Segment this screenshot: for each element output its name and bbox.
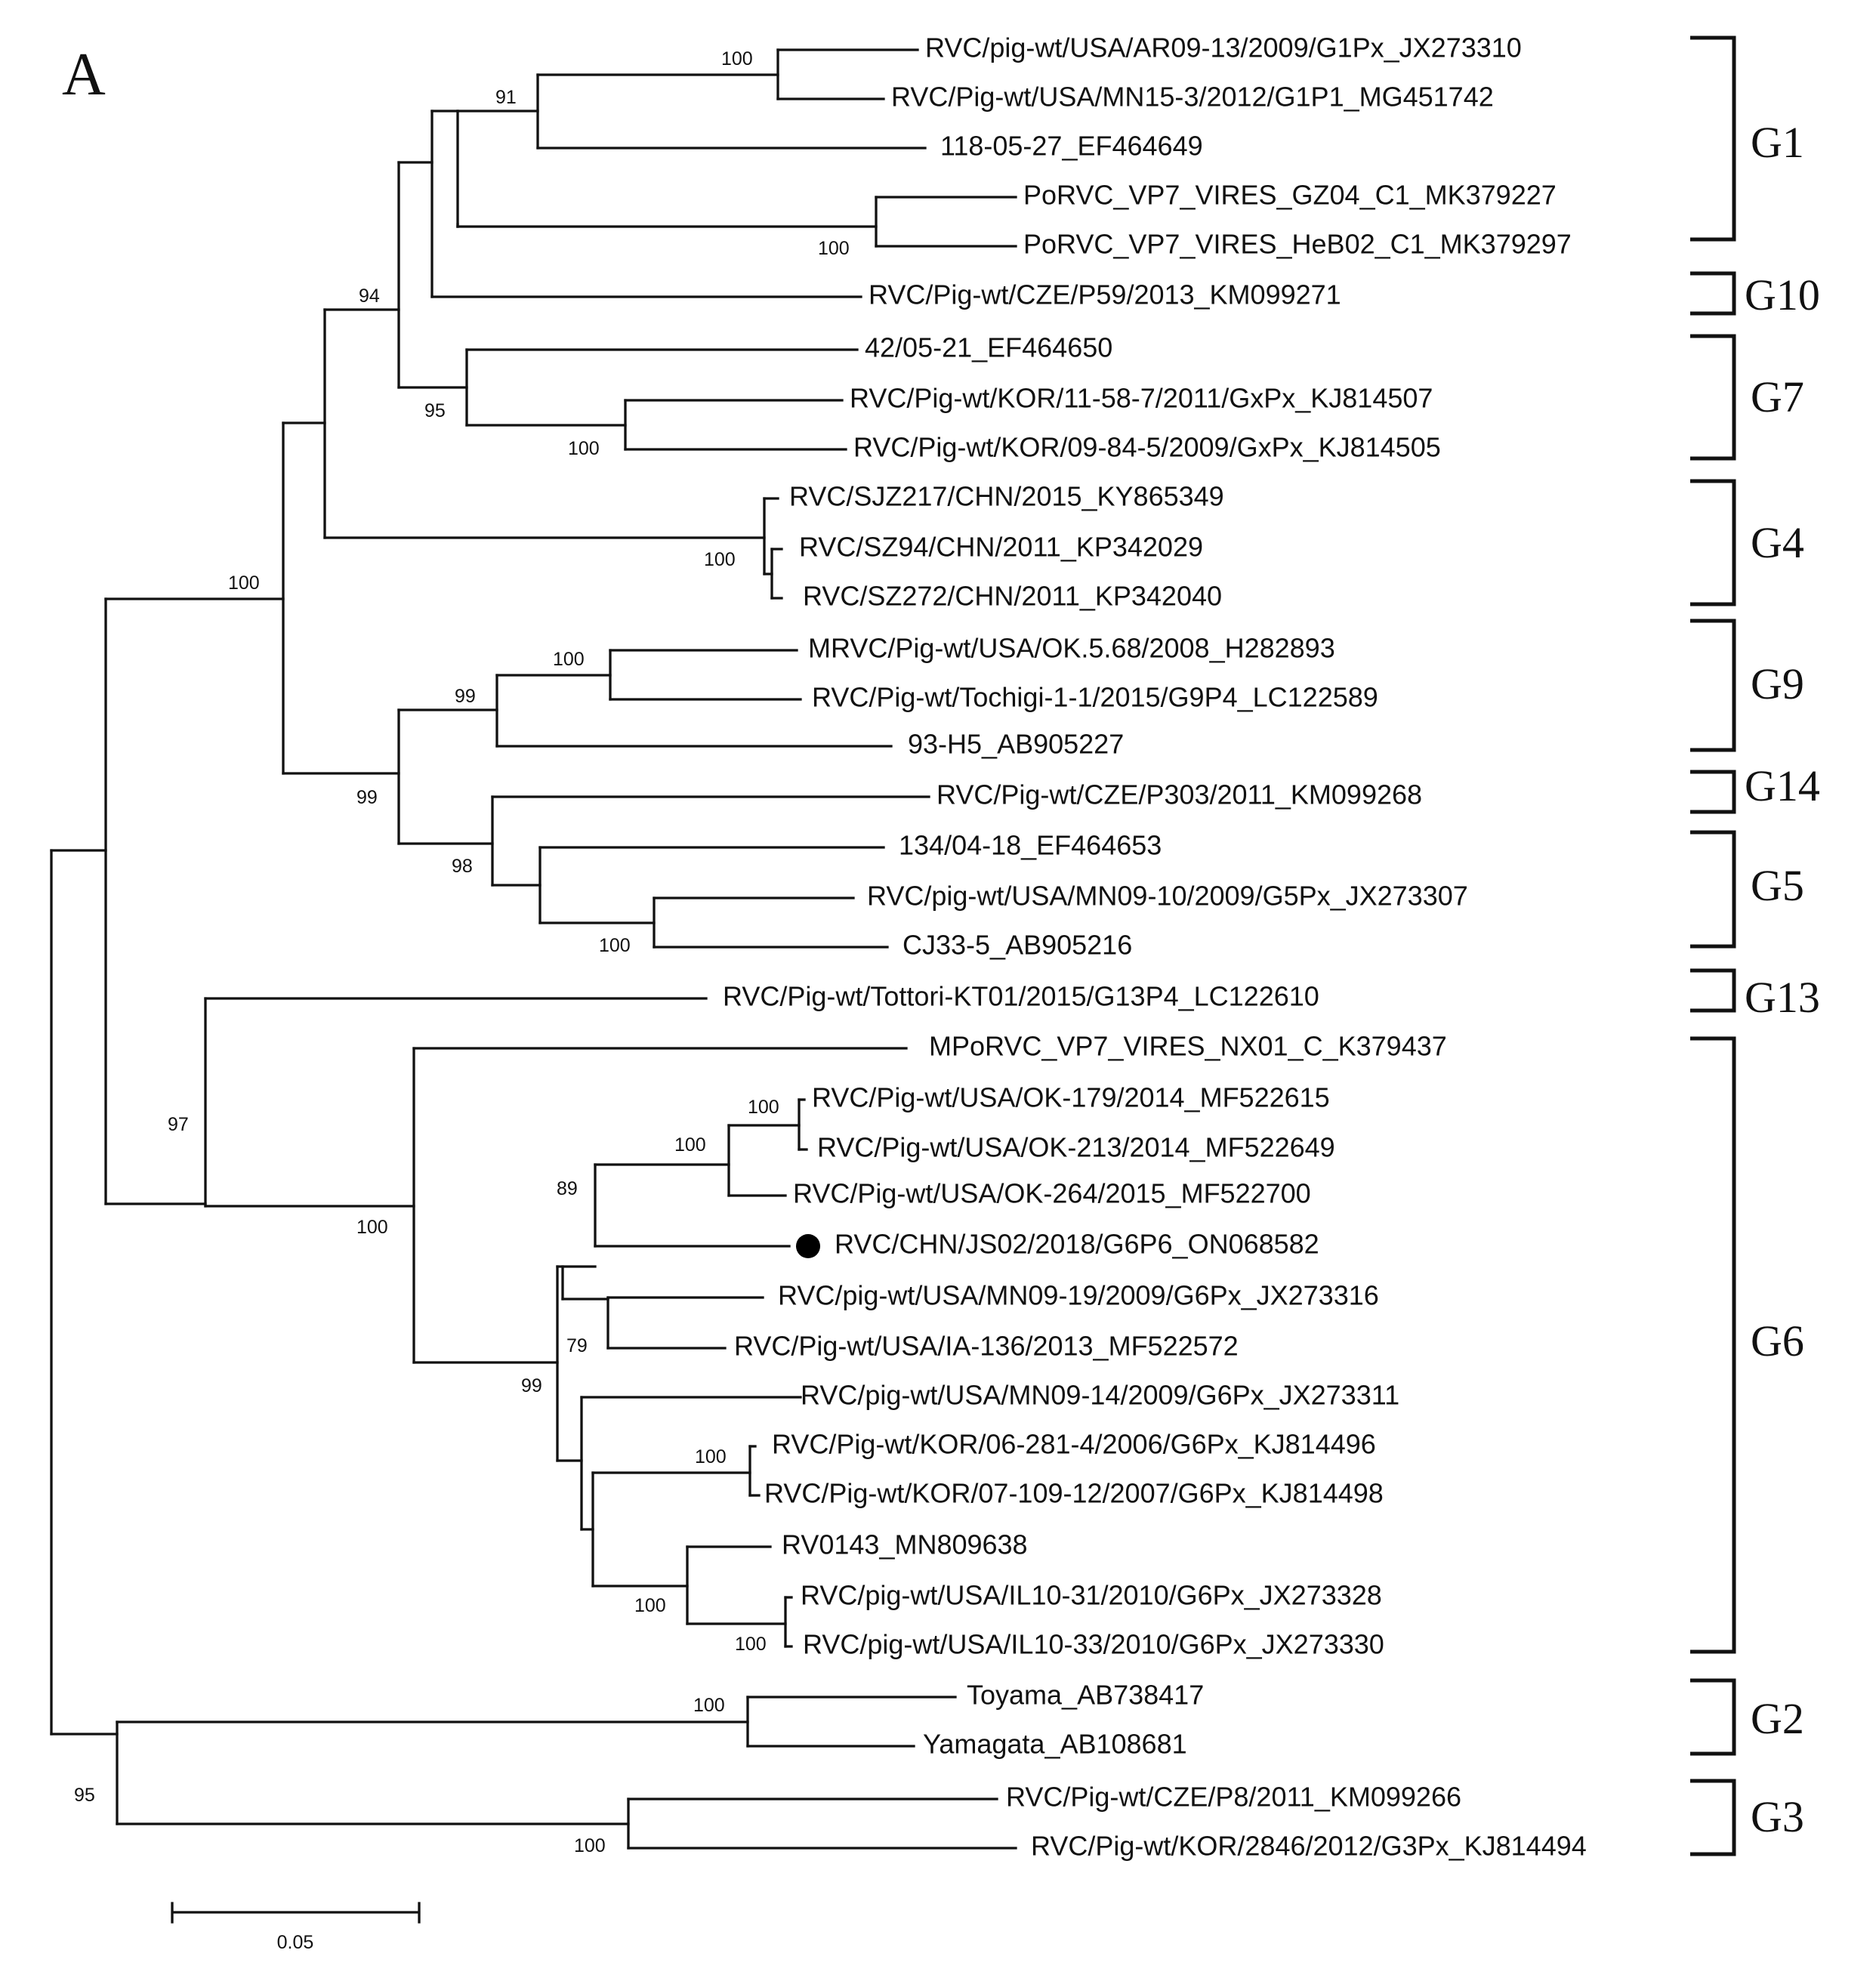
leaf-label: RVC/Pig-wt/USA/MN15-3/2012/G1P1_MG451742 <box>891 82 1494 113</box>
bootstrap-value: 98 <box>452 856 473 877</box>
bootstrap-value: 100 <box>695 1446 727 1467</box>
genotype-label-G9: G9 <box>1751 659 1804 708</box>
genotype-label-G10: G10 <box>1745 270 1820 319</box>
genotype-label-G1: G1 <box>1751 118 1804 167</box>
leaf-label: RVC/Pig-wt/USA/OK-213/2014_MF522649 <box>817 1132 1335 1163</box>
genotype-label-G14: G14 <box>1745 761 1820 810</box>
bracket-G5 <box>1690 830 1736 949</box>
leaf-label: RVC/Pig-wt/KOR/11-58-7/2011/GxPx_KJ81450… <box>850 383 1433 414</box>
leaf-label: RVC/Pig-wt/USA/IA-136/2013_MF522572 <box>734 1331 1239 1362</box>
leaf-label: RVC/pig-wt/USA/IL10-33/2010/G6Px_JX27333… <box>803 1629 1384 1660</box>
leaf-label: MRVC/Pig-wt/USA/OK.5.68/2008_H282893 <box>808 633 1335 664</box>
genotype-label-G2: G2 <box>1751 1694 1804 1743</box>
genotype-label-G7: G7 <box>1751 372 1804 421</box>
leaf-label: RVC/pig-wt/USA/AR09-13/2009/G1Px_JX27331… <box>925 32 1522 63</box>
bootstrap-value: 91 <box>495 87 517 108</box>
bootstrap-value: 99 <box>455 686 476 707</box>
genotype-labels: G1 G10 G7 G4 G9 G14 G5 G13 G6 G2 G3 <box>1745 118 1820 1841</box>
bracket-G6 <box>1690 1036 1736 1654</box>
genotype-brackets <box>1690 35 1736 1856</box>
leaf-label: Toyama_AB738417 <box>967 1680 1204 1711</box>
bootstrap-value: 100 <box>721 48 753 69</box>
bootstrap-value: 100 <box>735 1634 767 1655</box>
bootstrap-value: 100 <box>599 935 631 956</box>
leaf-label: PoRVC_VP7_VIRES_GZ04_C1_MK379227 <box>1023 180 1557 211</box>
bootstrap-value: 95 <box>74 1785 95 1806</box>
bootstrap-value: 100 <box>568 438 600 459</box>
leaf-label: RVC/Pig-wt/KOR/06-281-4/2006/G6Px_KJ8144… <box>772 1429 1376 1460</box>
bracket-G9 <box>1690 619 1736 752</box>
bootstrap-value: 94 <box>359 285 380 307</box>
scale-bar: 0.05 <box>171 1902 421 1953</box>
leaf-label: PoRVC_VP7_VIRES_HeB02_C1_MK379297 <box>1023 229 1572 260</box>
genotype-label-G5: G5 <box>1751 861 1804 910</box>
leaf-label: CJ33-5_AB905216 <box>903 930 1132 961</box>
leaf-label: 93-H5_AB905227 <box>908 729 1124 760</box>
leaf-label: RVC/Pig-wt/KOR/09-84-5/2009/GxPx_KJ81450… <box>853 432 1441 463</box>
genotype-label-G6: G6 <box>1751 1316 1804 1365</box>
leaf-label: 134/04-18_EF464653 <box>899 830 1162 861</box>
genotype-label-G13: G13 <box>1745 973 1820 1022</box>
bootstrap-values: 100 91 100 94 95 100 100 100 100 99 99 9… <box>74 48 850 1856</box>
leaf-label: RVC/pig-wt/USA/MN09-19/2009/G6Px_JX27331… <box>778 1280 1379 1311</box>
genotype-label-G3: G3 <box>1751 1792 1804 1841</box>
bootstrap-value: 100 <box>674 1134 706 1156</box>
scale-bar-label: 0.05 <box>277 1932 314 1953</box>
bootstrap-value: 100 <box>553 649 585 670</box>
bracket-G13 <box>1690 968 1736 1013</box>
panel-label: A <box>62 42 106 108</box>
leaf-label: RVC/SZ94/CHN/2011_KP342029 <box>799 532 1203 563</box>
leaf-label: RV0143_MN809638 <box>782 1529 1028 1560</box>
bracket-G14 <box>1690 770 1736 814</box>
leaf-label: Yamagata_AB108681 <box>923 1729 1187 1760</box>
tree-branches <box>50 48 1017 1850</box>
leaf-label: RVC/SJZ217/CHN/2015_KY865349 <box>789 481 1224 512</box>
bootstrap-value: 99 <box>356 787 378 808</box>
bracket-G1 <box>1690 35 1736 242</box>
bracket-G4 <box>1690 479 1736 606</box>
bootstrap-value: 100 <box>818 238 850 259</box>
bracket-G3 <box>1690 1779 1736 1856</box>
leaf-label: RVC/Pig-wt/USA/OK-264/2015_MF522700 <box>793 1178 1311 1209</box>
genotype-label-G4: G4 <box>1751 518 1804 567</box>
bracket-G2 <box>1690 1678 1736 1756</box>
leaf-label: MPoRVC_VP7_VIRES_NX01_C_K379437 <box>929 1031 1447 1062</box>
leaf-label: RVC/pig-wt/USA/MN09-10/2009/G5Px_JX27330… <box>867 881 1468 912</box>
leaf-label: RVC/Pig-wt/USA/OK-179/2014_MF522615 <box>812 1082 1330 1113</box>
bootstrap-value: 100 <box>693 1695 725 1716</box>
leaf-label: RVC/pig-wt/USA/MN09-14/2009/G6Px_JX27331… <box>801 1380 1399 1411</box>
leaf-label: RVC/Pig-wt/Tochigi-1-1/2015/G9P4_LC12258… <box>812 682 1378 713</box>
bootstrap-value: 95 <box>424 400 446 421</box>
bootstrap-value: 79 <box>566 1335 588 1356</box>
leaf-label: RVC/Pig-wt/KOR/07-109-12/2007/G6Px_KJ814… <box>764 1478 1384 1509</box>
leaf-label: RVC/Pig-wt/Tottori-KT01/2015/G13P4_LC122… <box>723 981 1319 1012</box>
bootstrap-value: 100 <box>634 1595 666 1616</box>
bracket-G10 <box>1690 271 1736 316</box>
leaf-label: RVC/SZ272/CHN/2011_KP342040 <box>803 581 1222 612</box>
leaf-label: RVC/Pig-wt/CZE/P59/2013_KM099271 <box>869 279 1341 310</box>
bootstrap-value: 99 <box>521 1375 542 1396</box>
leaf-label: RVC/Pig-wt/CZE/P8/2011_KM099266 <box>1006 1782 1461 1813</box>
leaf-label: RVC/Pig-wt/KOR/2846/2012/G3Px_KJ814494 <box>1031 1831 1587 1862</box>
bootstrap-value: 100 <box>356 1217 388 1238</box>
leaf-label: RVC/Pig-wt/CZE/P303/2011_KM099268 <box>936 779 1422 810</box>
leaf-label: 118-05-27_EF464649 <box>940 131 1203 162</box>
filled-circle-marker <box>796 1234 820 1258</box>
leaf-label: RVC/pig-wt/USA/IL10-31/2010/G6Px_JX27332… <box>801 1580 1382 1611</box>
bootstrap-value: 100 <box>748 1097 779 1118</box>
leaf-labels: RVC/pig-wt/USA/AR09-13/2009/G1Px_JX27331… <box>723 32 1587 1862</box>
bracket-G7 <box>1690 334 1736 461</box>
bootstrap-value: 97 <box>168 1114 189 1135</box>
bootstrap-value: 100 <box>574 1835 606 1856</box>
bootstrap-value: 100 <box>228 572 260 594</box>
bootstrap-value: 100 <box>704 549 736 570</box>
bootstrap-value: 89 <box>557 1178 578 1199</box>
leaf-label: RVC/CHN/JS02/2018/G6P6_ON068582 <box>835 1229 1319 1260</box>
leaf-label: 42/05-21_EF464650 <box>865 332 1112 363</box>
scale-bar-line <box>171 1902 421 1924</box>
